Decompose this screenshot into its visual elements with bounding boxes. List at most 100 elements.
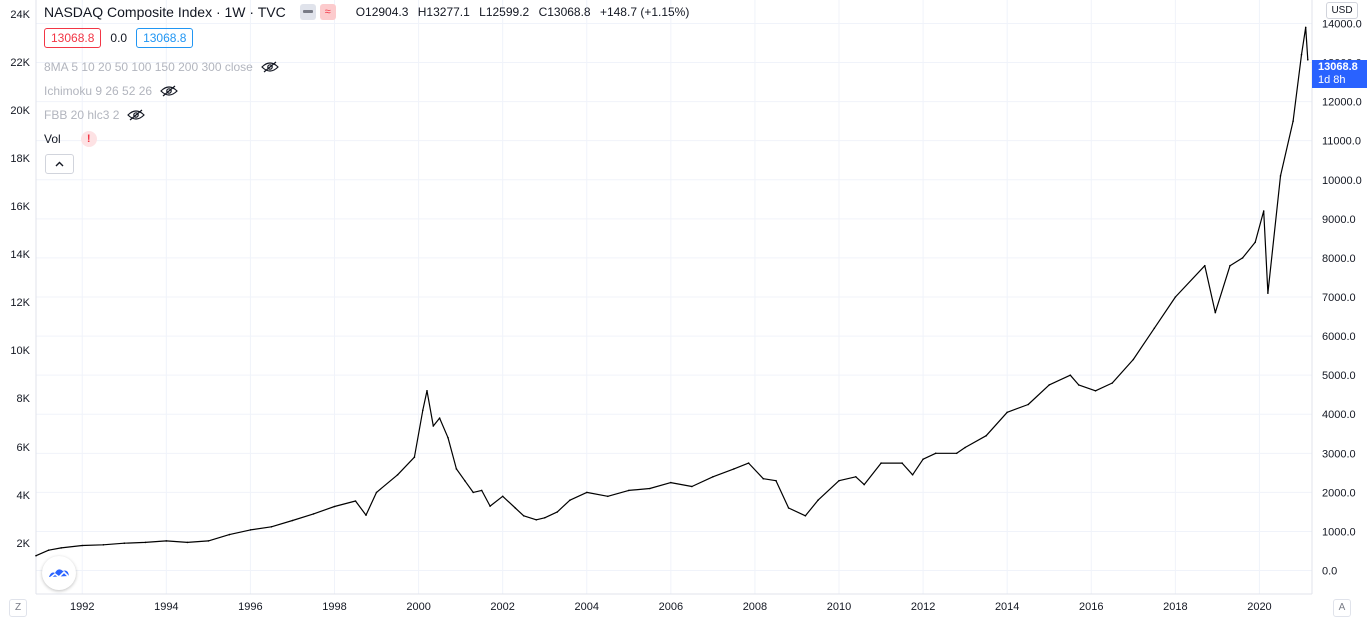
left-axis-tick-label: 16K (10, 201, 30, 213)
buy-button[interactable]: 13068.8 (136, 28, 194, 48)
left-axis-tick-label: 10K (10, 345, 30, 357)
price-point (1241, 257, 1244, 259)
indicator-label: Vol (44, 132, 61, 146)
right-axis-tick-label: 10000.0 (1322, 175, 1362, 187)
time-axis-tick-label: 2002 (490, 601, 514, 613)
price-point (426, 390, 428, 392)
price-point (985, 434, 987, 437)
price-point (1174, 296, 1177, 298)
price-point (165, 540, 168, 542)
indicator-ma[interactable]: 8MA 5 10 20 50 100 150 200 300 close (44, 60, 279, 74)
price-point (586, 491, 588, 494)
price-point (60, 547, 62, 549)
price-point (186, 541, 189, 544)
spread-value: 0.0 (110, 31, 128, 45)
tradingview-logo[interactable] (42, 556, 76, 590)
price-point (35, 554, 37, 557)
left-axis[interactable]: 24K 22K 20K 18K 16K 14K 12K 10K 8K 6K 4K 2K (10, 9, 30, 550)
price-point (1254, 241, 1256, 244)
right-axis[interactable]: 14000.013000.012000.011000.010000.09000.… (1322, 18, 1362, 577)
right-axis-tick-label: 9000.0 (1322, 214, 1356, 226)
price-point (472, 491, 475, 494)
eye-off-icon[interactable] (260, 61, 279, 73)
price-point (1094, 390, 1097, 392)
price-point (901, 462, 903, 464)
indicator-ichimoku[interactable]: Ichimoku 9 26 52 26 (44, 84, 178, 98)
price-point (81, 544, 83, 547)
price-point (817, 499, 819, 502)
price-point (964, 446, 966, 449)
left-axis-tick-label: 18K (10, 153, 30, 165)
warning-icon[interactable]: ! (80, 131, 97, 147)
sell-button[interactable]: 13068.8 (44, 28, 102, 48)
right-axis-tick-label: 1000.0 (1322, 526, 1356, 538)
price-series-points (35, 26, 1309, 557)
price-point (1111, 382, 1114, 384)
price-point (375, 491, 378, 494)
eye-off-icon[interactable] (127, 109, 146, 121)
zoom-button[interactable]: Z (9, 599, 27, 617)
indicator-label: Ichimoku 9 26 52 26 (44, 84, 153, 98)
price-point (691, 485, 693, 488)
price-point (207, 540, 210, 542)
indicator-label: FBB 20 hlc3 2 (44, 108, 120, 122)
price-point (1279, 175, 1282, 177)
right-axis-tick-label: 8000.0 (1322, 253, 1356, 265)
price-point (1262, 210, 1265, 212)
time-axis-tick-label: 2004 (575, 601, 599, 613)
price-point (1153, 327, 1156, 330)
right-axis-tick-label: 12000.0 (1322, 97, 1362, 109)
right-axis-tick-label: 6000.0 (1322, 331, 1356, 343)
price-point (1304, 26, 1307, 29)
price-point (649, 487, 651, 490)
price-point (556, 511, 559, 513)
flag-icon[interactable] (299, 4, 316, 20)
price-point (762, 477, 765, 480)
right-axis-tick-label: 14000.0 (1322, 18, 1362, 30)
time-axis-tick-label: 2000 (406, 601, 430, 613)
close-value: C13068.8 (538, 5, 591, 19)
price-point (955, 452, 958, 455)
price-point (607, 495, 609, 498)
price-point (501, 495, 504, 498)
time-axis-tick-label: 1992 (70, 601, 94, 613)
price-point (747, 462, 750, 464)
right-axis-tick-label: 0.0 (1322, 566, 1337, 578)
price-point (911, 474, 914, 476)
time-axis[interactable]: 1992 1994 1996 1998 2000 2002 2004 2006 2008 2010… (70, 601, 1272, 613)
price-point (863, 483, 865, 486)
price-point (522, 515, 525, 517)
price-point (396, 474, 399, 476)
price-point (733, 468, 735, 470)
price-point (422, 409, 424, 412)
price-point (804, 515, 807, 517)
eye-off-icon[interactable] (160, 85, 178, 97)
price-point (628, 489, 630, 492)
price-series-line (35, 26, 1309, 557)
right-axis-tick-label: 7000.0 (1322, 292, 1356, 304)
time-axis-tick-label: 2020 (1247, 601, 1271, 613)
collapse-legend-button[interactable] (45, 154, 74, 174)
chart-grid (36, 0, 1312, 594)
left-axis-tick-label: 2K (17, 538, 31, 550)
indicator-fbb[interactable]: FBB 20 hlc3 2 (44, 108, 146, 122)
price-point (447, 436, 449, 439)
price-point (1229, 264, 1231, 267)
price-point (1069, 374, 1072, 377)
left-axis-tick-label: 6K (17, 442, 31, 454)
price-point (1077, 384, 1080, 386)
price-point (569, 499, 571, 502)
left-axis-tick-label: 14K (10, 249, 30, 261)
currency-button[interactable]: USD (1326, 2, 1358, 19)
price-point (1204, 264, 1206, 267)
symbol-title[interactable]: NASDAQ Composite Index · 1W · TVC (44, 4, 286, 20)
time-axis-tick-label: 1994 (154, 601, 178, 613)
wave-icon[interactable]: ≈ (319, 4, 336, 20)
price-point (480, 489, 483, 492)
indicator-vol[interactable]: Vol ! (44, 131, 97, 147)
price-point (838, 479, 840, 482)
auto-scale-button[interactable]: A (1333, 599, 1351, 617)
legend-header: NASDAQ Composite Index · 1W · TVC ≈ O129… (44, 4, 695, 20)
high-value: H13277.1 (417, 5, 470, 19)
